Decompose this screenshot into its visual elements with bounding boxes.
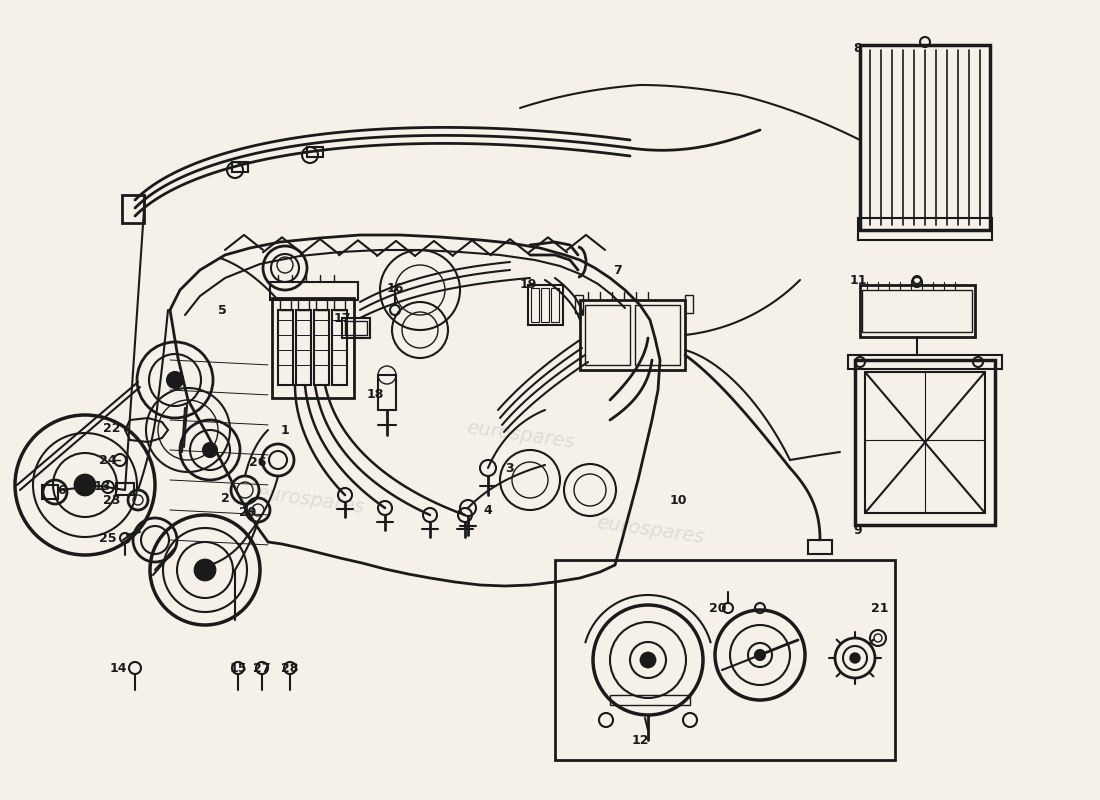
Bar <box>298 298 309 310</box>
Text: 25: 25 <box>99 531 117 545</box>
Bar <box>531 288 539 322</box>
Text: 17: 17 <box>333 311 351 325</box>
Bar <box>42 485 58 499</box>
Bar <box>334 298 345 310</box>
Text: eurospares: eurospares <box>595 513 705 547</box>
Bar <box>556 560 895 760</box>
Bar <box>116 483 134 495</box>
Text: 1: 1 <box>280 423 289 437</box>
Bar <box>528 285 563 325</box>
Text: 16: 16 <box>386 282 404 294</box>
Bar <box>342 318 370 338</box>
Bar <box>865 372 984 513</box>
Bar <box>858 218 992 240</box>
Bar <box>862 290 972 332</box>
Bar <box>808 540 832 554</box>
Circle shape <box>850 653 860 663</box>
Bar <box>280 298 292 310</box>
Bar <box>296 310 311 385</box>
Text: 10: 10 <box>669 494 686 506</box>
Bar <box>575 295 583 313</box>
Text: 21: 21 <box>871 602 889 614</box>
Bar <box>541 288 549 322</box>
Bar <box>332 310 346 385</box>
Circle shape <box>755 650 764 660</box>
Text: 3: 3 <box>506 462 515 474</box>
Text: 12: 12 <box>631 734 649 746</box>
Bar <box>270 282 358 300</box>
Circle shape <box>641 653 654 667</box>
Circle shape <box>167 372 183 388</box>
Text: eurospares: eurospares <box>255 483 365 517</box>
Text: 8: 8 <box>854 42 862 54</box>
Bar <box>307 147 323 157</box>
Text: 7: 7 <box>614 263 623 277</box>
Text: 4: 4 <box>484 503 493 517</box>
Bar <box>610 695 690 705</box>
Text: 22: 22 <box>103 422 121 434</box>
Text: 27: 27 <box>253 662 271 674</box>
Text: 18: 18 <box>366 389 384 402</box>
Bar <box>585 305 630 365</box>
Text: 15: 15 <box>229 662 246 674</box>
Bar <box>551 288 559 322</box>
Bar <box>272 298 354 398</box>
Text: 29: 29 <box>240 506 256 518</box>
Bar <box>316 298 327 310</box>
Text: 9: 9 <box>854 523 862 537</box>
Text: 20: 20 <box>710 602 727 614</box>
Bar <box>278 310 293 385</box>
Bar <box>314 310 329 385</box>
Circle shape <box>75 475 95 495</box>
Bar <box>345 321 367 335</box>
Text: 23: 23 <box>103 494 121 506</box>
Bar <box>378 375 396 410</box>
Circle shape <box>204 443 217 457</box>
Text: 6: 6 <box>57 483 66 497</box>
Text: 2: 2 <box>221 491 230 505</box>
Text: eurospares: eurospares <box>465 418 575 452</box>
Bar <box>860 45 990 230</box>
Text: 13: 13 <box>94 479 111 493</box>
Bar <box>122 195 144 223</box>
Bar <box>855 360 996 525</box>
Circle shape <box>195 560 214 580</box>
Text: 5: 5 <box>218 303 227 317</box>
Bar <box>232 162 248 172</box>
Text: 24: 24 <box>99 454 117 466</box>
Bar <box>848 355 1002 369</box>
Bar <box>860 285 975 337</box>
Text: 19: 19 <box>519 278 537 291</box>
Text: 14: 14 <box>109 662 126 674</box>
Bar <box>580 300 685 370</box>
Bar <box>635 305 680 365</box>
Bar <box>685 295 693 313</box>
Text: 26: 26 <box>250 455 266 469</box>
Text: 11: 11 <box>849 274 867 286</box>
Text: 28: 28 <box>282 662 299 674</box>
